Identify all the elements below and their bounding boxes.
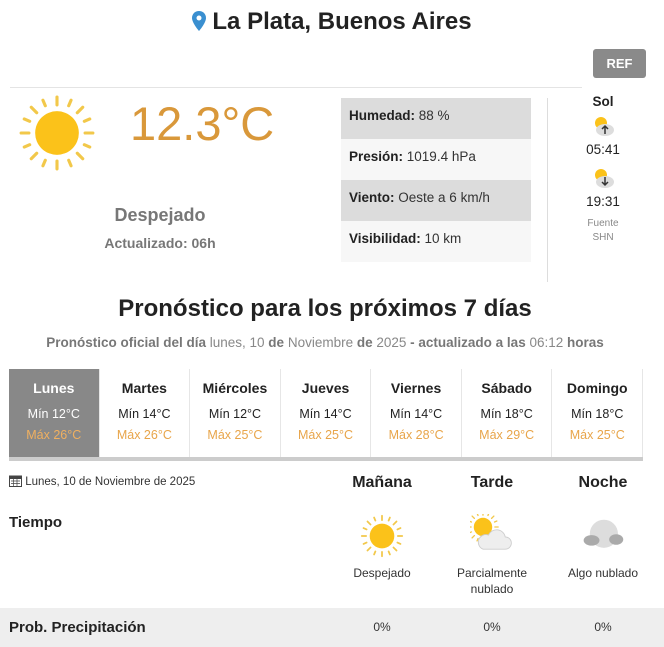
- sun-icon: [19, 95, 95, 171]
- day-min: Mín 18°C: [571, 407, 624, 421]
- day-tab-0[interactable]: Lunes Mín 12°C Máx 26°C: [9, 369, 100, 457]
- label: Viento:: [349, 190, 395, 205]
- precipitation-row: [0, 608, 664, 647]
- day-tabs: Lunes Mín 12°C Máx 26°C Martes Mín 14°C Máx 2…: [9, 369, 644, 461]
- humidity-row: Humedad: 88 %: [341, 98, 531, 139]
- day-min: Mín 14°C: [389, 407, 443, 421]
- t: de: [268, 335, 285, 350]
- t: - actualizado a las: [410, 335, 526, 350]
- precip-morning: 0%: [373, 620, 391, 634]
- value: 10 km: [424, 231, 462, 246]
- day-min: Mín 14°C: [118, 407, 171, 421]
- date-text: Lunes, 10 de Noviembre de 2025: [25, 476, 196, 488]
- day-name: Viernes: [390, 380, 442, 396]
- day-max: Máx 26°C: [116, 428, 172, 442]
- sun-panel: Sol 05:41 19:31 Fuente SHN: [573, 94, 633, 245]
- precip-afternoon: 0%: [483, 620, 501, 634]
- t: Pronóstico oficial del día: [46, 335, 206, 350]
- sunset-icon: [595, 169, 614, 188]
- day-tab-3[interactable]: Jueves Mín 14°C Máx 25°C: [281, 369, 372, 457]
- value: 88 %: [418, 108, 450, 123]
- day-min: Mín 12°C: [208, 407, 262, 421]
- day-tab-2[interactable]: Miércoles Mín 12°C Máx 25°C: [190, 369, 281, 457]
- t: lunes, 10: [206, 335, 269, 350]
- forecast-subtitle: Pronóstico oficial del día lunes, 10 de …: [0, 335, 650, 350]
- selected-date: Lunes, 10 de Noviembre de 2025: [9, 474, 195, 488]
- day-name: Domingo: [566, 380, 628, 396]
- day-max: Máx 28°C: [388, 428, 444, 442]
- day-name: Jueves: [301, 380, 350, 396]
- partly-cloudy-icon: [467, 511, 512, 550]
- cloudy-night-icon: [583, 519, 624, 548]
- day-min: Mín 18°C: [480, 407, 533, 421]
- pressure-row: Presión: 1019.4 hPa: [341, 139, 531, 180]
- current-condition: Despejado: [114, 205, 206, 225]
- day-max: Máx 25°C: [207, 428, 263, 442]
- weather-label: Tiempo: [9, 514, 63, 531]
- sunrise-icon: [595, 117, 614, 136]
- period-night: Noche: [578, 474, 628, 491]
- t: horas: [567, 335, 604, 350]
- day-name: Sábado: [481, 380, 532, 396]
- sun-icon: [360, 514, 404, 558]
- visibility-row: Visibilidad: 10 km: [341, 221, 531, 262]
- location-name: La Plata, Buenos Aires: [212, 8, 472, 35]
- location-pin-icon: [192, 11, 207, 31]
- day-min: Mín 12°C: [27, 407, 80, 421]
- day-tab-6[interactable]: Domingo Mín 18°C Máx 25°C: [552, 369, 644, 457]
- sunset-time: 19:31: [586, 194, 620, 209]
- day-name: Miércoles: [202, 380, 268, 396]
- day-tab-1[interactable]: Martes Mín 14°C Máx 26°C: [100, 369, 191, 457]
- divider: [10, 87, 582, 88]
- sunrise-time: 05:41: [586, 142, 620, 157]
- value: 1019.4 hPa: [406, 149, 476, 164]
- source-label: Fuente: [587, 218, 619, 229]
- day-tab-5[interactable]: Sábado Mín 18°C Máx 29°C: [462, 369, 553, 457]
- ref-button[interactable]: REF: [593, 49, 646, 78]
- period-afternoon: Tarde: [470, 474, 514, 491]
- precip-night: 0%: [594, 620, 612, 634]
- precipitation-label: Prob. Precipitación: [9, 619, 146, 636]
- weather-text: Despejado: [353, 566, 411, 580]
- weather-morning: Despejado: [327, 514, 437, 581]
- day-max: Máx 29°C: [479, 428, 535, 442]
- sun-title: Sol: [592, 94, 614, 109]
- day-name: Martes: [121, 380, 167, 396]
- label: Visibilidad:: [349, 231, 421, 246]
- t: Noviembre: [284, 335, 357, 350]
- location-title: La Plata, Buenos Aires: [0, 8, 664, 36]
- weather-text: Algo nublado: [567, 566, 639, 580]
- forecast-title: Pronóstico para los próximos 7 días: [118, 295, 532, 322]
- label: Presión:: [349, 149, 404, 164]
- day-min: Mín 14°C: [299, 407, 352, 421]
- value: Oeste a 6 km/h: [398, 190, 490, 205]
- label: Humedad:: [349, 108, 416, 123]
- day-name: Lunes: [33, 380, 75, 396]
- weather-text: Parcialmente nublado: [456, 566, 528, 596]
- calendar-icon: [9, 475, 22, 487]
- current-temperature: 12.3°C: [130, 97, 275, 150]
- t: de: [356, 335, 373, 350]
- vertical-divider: [547, 98, 548, 282]
- day-tab-4[interactable]: Viernes Mín 14°C Máx 28°C: [371, 369, 462, 457]
- period-morning: Mañana: [352, 474, 412, 491]
- source-name: SHN: [592, 232, 614, 243]
- updated-time: Actualizado: 06h: [104, 235, 216, 251]
- t: 2025: [372, 335, 411, 350]
- wind-row: Viento: Oeste a 6 km/h: [341, 180, 531, 221]
- day-max: Máx 26°C: [26, 428, 82, 442]
- day-max: Máx 25°C: [298, 428, 354, 442]
- current-details: Humedad: 88 % Presión: 1019.4 hPa Viento…: [341, 98, 531, 262]
- t: 06:12: [525, 335, 567, 350]
- weather-afternoon: Parcialmente nublado: [437, 511, 547, 597]
- weather-night: Algo nublado: [548, 514, 658, 581]
- day-max: Máx 25°C: [569, 428, 625, 442]
